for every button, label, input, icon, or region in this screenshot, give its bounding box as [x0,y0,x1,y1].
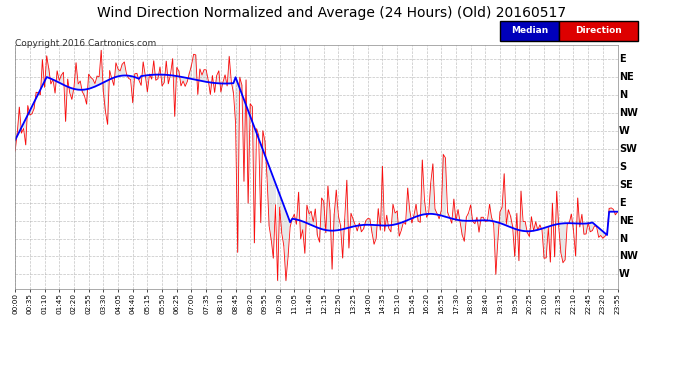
Text: Wind Direction Normalized and Average (24 Hours) (Old) 20160517: Wind Direction Normalized and Average (2… [97,6,566,20]
Text: W: W [619,269,629,279]
Text: SE: SE [619,180,633,190]
Text: Median: Median [511,26,548,36]
Text: NE: NE [619,216,633,226]
Text: E: E [619,198,625,208]
Text: NW: NW [619,108,638,118]
Text: S: S [619,162,626,172]
Text: NW: NW [619,252,638,261]
Text: Direction: Direction [575,26,622,36]
Text: W: W [619,126,629,136]
Text: NE: NE [619,72,633,82]
Text: E: E [619,54,625,64]
Text: N: N [619,234,627,244]
Text: SW: SW [619,144,637,154]
Text: N: N [619,90,627,100]
Text: Copyright 2016 Cartronics.com: Copyright 2016 Cartronics.com [15,39,157,48]
